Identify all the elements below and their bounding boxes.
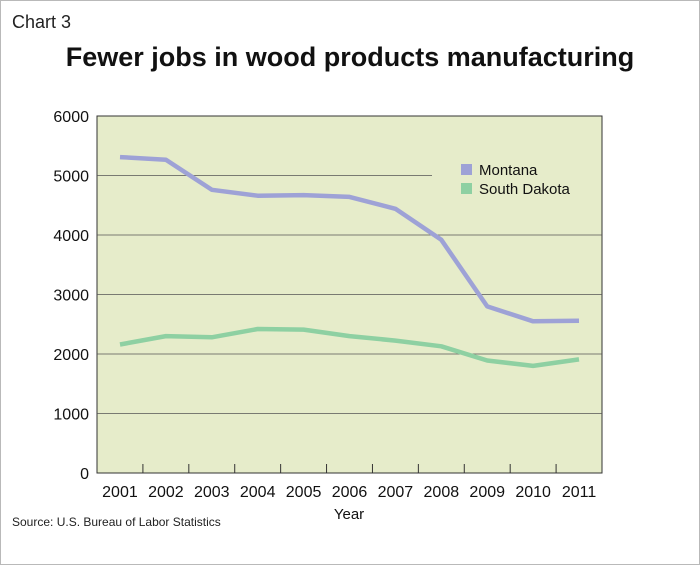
x-tick-label: 2008: [424, 484, 460, 501]
x-tick-label: 2005: [286, 484, 322, 501]
x-tick-label: 2002: [148, 484, 184, 501]
x-tick-label: 2004: [240, 484, 276, 501]
y-tick-label: 1000: [53, 407, 89, 424]
legend-swatch: [461, 164, 472, 175]
gridlines: [97, 175, 602, 414]
source-note: Source: U.S. Bureau of Labor Statistics: [12, 515, 221, 529]
y-tick-label: 4000: [53, 228, 89, 245]
x-tick-label: 2006: [332, 484, 368, 501]
series-lines: [119, 154, 580, 369]
x-tick-label: 2010: [515, 484, 551, 501]
x-tick-label: 2007: [378, 484, 414, 501]
y-tick-label: 5000: [53, 169, 89, 186]
series-line-montana: [119, 154, 580, 324]
x-axis-title: Year: [334, 506, 364, 523]
y-tick-label: 0: [80, 466, 89, 483]
x-axis-ticks: 2001 2002 2003 2004 2005 2006 2007 2008 2009 2010…: [102, 464, 596, 501]
series-line-south-dakota: [119, 326, 580, 369]
legend-label: South Dakota: [479, 181, 571, 198]
legend-label: Montana: [479, 162, 538, 179]
y-axis-ticks: 0 1000 2000 3000 4000 5000 6000: [53, 109, 89, 483]
legend: Montana South Dakota: [461, 162, 571, 198]
x-tick-label: 2009: [469, 484, 505, 501]
chart-title: Fewer jobs in wood products manufacturin…: [65, 42, 635, 72]
y-tick-label: 3000: [53, 288, 89, 305]
y-tick-label: 2000: [53, 347, 89, 364]
legend-swatch: [461, 183, 472, 194]
x-tick-label: 2003: [194, 484, 230, 501]
x-tick-label: 2001: [102, 484, 138, 501]
chart-number-label: Chart 3: [12, 12, 72, 32]
x-tick-label: 2011: [562, 484, 597, 501]
y-tick-label: 6000: [53, 109, 89, 126]
